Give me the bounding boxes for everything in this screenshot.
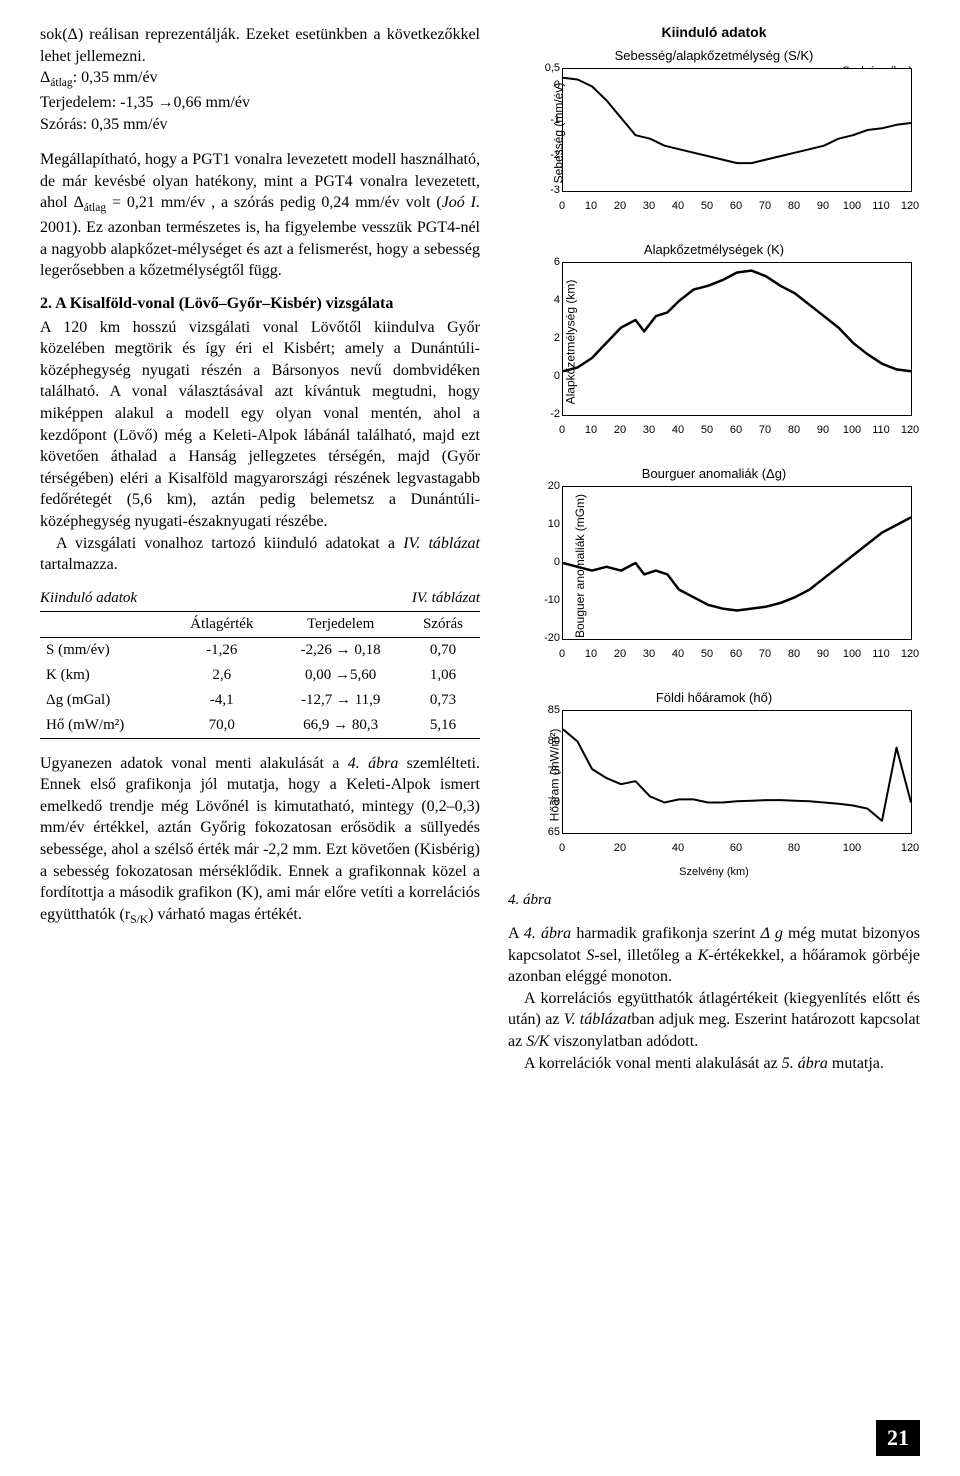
para-intro: sok(Δ) reálisan reprezentálják. Ezeket e… xyxy=(40,24,480,67)
chart-panel: Földi hőáramok (hő)Hőáram (mW/m²)8580757… xyxy=(508,690,920,860)
para-5: A 4. ábra harmadik grafikonja szerint Δ … xyxy=(508,923,920,988)
delta-stat-2: Terjedelem: -1,35 →0,66 mm/év xyxy=(40,92,480,114)
delta-stat-3: Szórás: 0,35 mm/év xyxy=(40,114,480,136)
data-table: ÁtlagértékTerjedelemSzórás S (mm/év)-1,2… xyxy=(40,611,480,739)
right-column: Kiinduló adatok Sebesség/alapkőzetmélysé… xyxy=(508,24,920,1452)
para-3: A vizsgálati vonalhoz tartozó kiinduló a… xyxy=(40,533,480,576)
figure-caption: 4. ábra xyxy=(508,892,920,909)
table-row: S (mm/év)-1,26-2,26 → 0,180,70 xyxy=(40,637,480,663)
x-axis-label: Szelvény (km) xyxy=(508,866,920,878)
table-row: K (km)2,60,00 →5,601,06 xyxy=(40,663,480,688)
chart-panel: Sebesség/alapkőzetmélység (S/K)Szelvény … xyxy=(508,48,920,218)
para-6: A korrelációs együtthatók átlagértékeit … xyxy=(508,988,920,1053)
para-1: Megállapítható, hogy a PGT1 vonalra leve… xyxy=(40,149,480,282)
figure-title: Kiinduló adatok xyxy=(508,24,920,40)
delta-stat-1: Δátlag: 0,35 mm/év xyxy=(40,67,480,92)
left-column: sok(Δ) reálisan reprezentálják. Ezeket e… xyxy=(40,24,480,1452)
section-heading: 2. A Kisalföld-vonal (Lövő–Győr–Kisbér) … xyxy=(40,294,480,315)
table-row: Hő (mW/m²)70,066,9 → 80,35,16 xyxy=(40,713,480,739)
para-2: A 120 km hosszú vizsgálati vonal Lövőtől… xyxy=(40,317,480,533)
para-4: Ugyanezen adatok vonal menti alakulását … xyxy=(40,753,480,929)
para-7: A korrelációk vonal menti alakulását az … xyxy=(508,1053,920,1075)
page-number: 21 xyxy=(876,1420,920,1456)
table-row: Δg (mGal)-4,1-12,7 → 11,90,73 xyxy=(40,688,480,713)
chart-panel: Alapkőzetmélységek (K)Alapkőzetmélység (… xyxy=(508,242,920,442)
table-caption: Kiinduló adatok IV. táblázat xyxy=(40,590,480,607)
chart-panel: Bourguer anomaliák (Δg)Bouguer anomaliák… xyxy=(508,466,920,666)
